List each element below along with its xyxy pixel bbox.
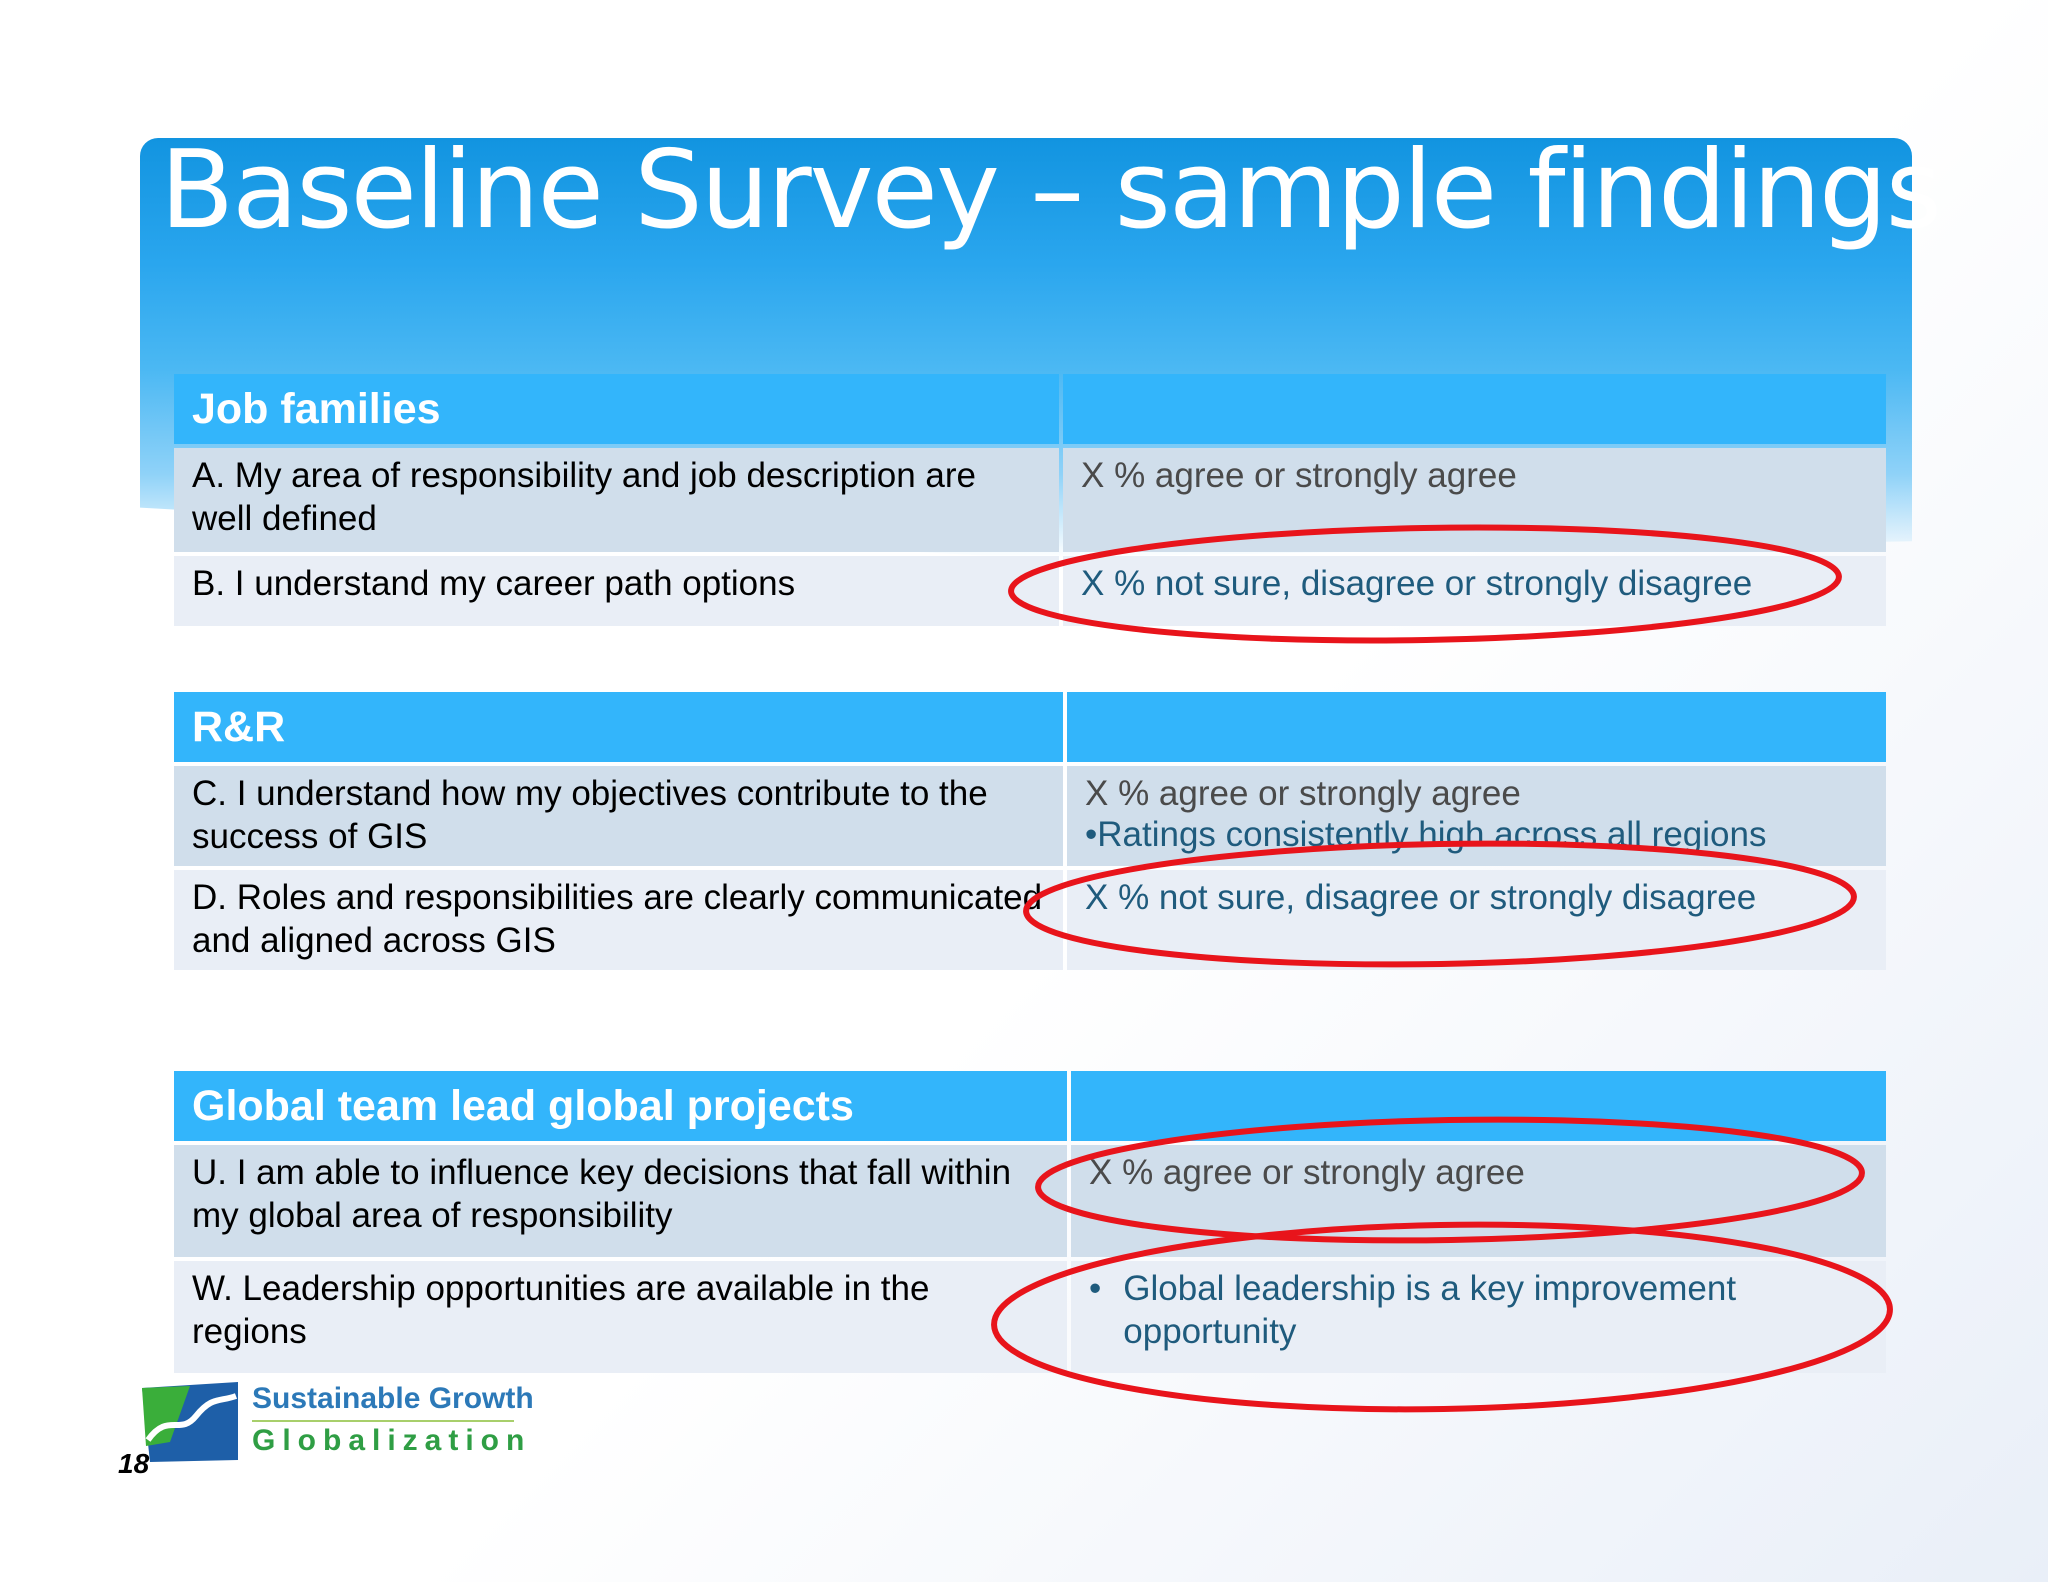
page-number: 18 <box>118 1448 150 1479</box>
global-team-table: Global team lead global projects U. I am… <box>170 1067 1890 1377</box>
company-logo: Sustainable Growth Globalization <box>140 1382 534 1468</box>
table-row: A. My area of responsibility and job des… <box>174 448 1886 552</box>
table-row: B. I understand my career path options X… <box>174 556 1886 626</box>
logo-line-2: Globalization <box>252 1424 532 1457</box>
question-cell: D. Roles and responsibilities are clearl… <box>174 870 1063 970</box>
table-header-empty <box>1067 692 1886 762</box>
table-header: Job families <box>174 374 1059 444</box>
table-header-empty <box>1063 374 1886 444</box>
answer-cell: X % not sure, disagree or strongly disag… <box>1067 870 1886 970</box>
answer-text: Global leadership is a key improvement o… <box>1123 1269 1737 1351</box>
bullet-item: • Global leadership is a key improvement… <box>1089 1267 1868 1353</box>
rr-table: R&R C. I understand how my objectives co… <box>170 688 1890 974</box>
question-cell: C. I understand how my objectives contri… <box>174 766 1063 866</box>
logo-divider <box>252 1420 514 1422</box>
answer-cell: X % agree or strongly agree •Ratings con… <box>1067 766 1886 866</box>
answer-cell: X % agree or strongly agree <box>1071 1145 1886 1257</box>
answer-cell: • Global leadership is a key improvement… <box>1071 1261 1886 1373</box>
job-families-table: Job families A. My area of responsibilit… <box>170 370 1890 630</box>
logo-line-1: Sustainable Growth <box>252 1382 534 1415</box>
answer-cell: X % agree or strongly agree <box>1063 448 1886 552</box>
logo-mark-icon <box>142 1382 238 1462</box>
table-header-empty <box>1071 1071 1886 1141</box>
table-header: Global team lead global projects <box>174 1071 1067 1141</box>
table-row: U. I am able to influence key decisions … <box>174 1145 1886 1257</box>
question-cell: U. I am able to influence key decisions … <box>174 1145 1067 1257</box>
answer-cell: X % not sure, disagree or strongly disag… <box>1063 556 1886 626</box>
slide-title: Baseline Survey – sample findings <box>160 128 1942 253</box>
answer-note: •Ratings consistently high across all re… <box>1085 815 1767 854</box>
question-cell: B. I understand my career path options <box>174 556 1059 626</box>
table-row: W. Leadership opportunities are availabl… <box>174 1261 1886 1373</box>
bullet-marker: • <box>1089 1269 1102 1308</box>
answer-text: X % agree or strongly agree <box>1085 774 1521 813</box>
table-row: D. Roles and responsibilities are clearl… <box>174 870 1886 970</box>
table-row: C. I understand how my objectives contri… <box>174 766 1886 866</box>
question-cell: W. Leadership opportunities are availabl… <box>174 1261 1067 1373</box>
question-cell: A. My area of responsibility and job des… <box>174 448 1059 552</box>
table-header: R&R <box>174 692 1063 762</box>
